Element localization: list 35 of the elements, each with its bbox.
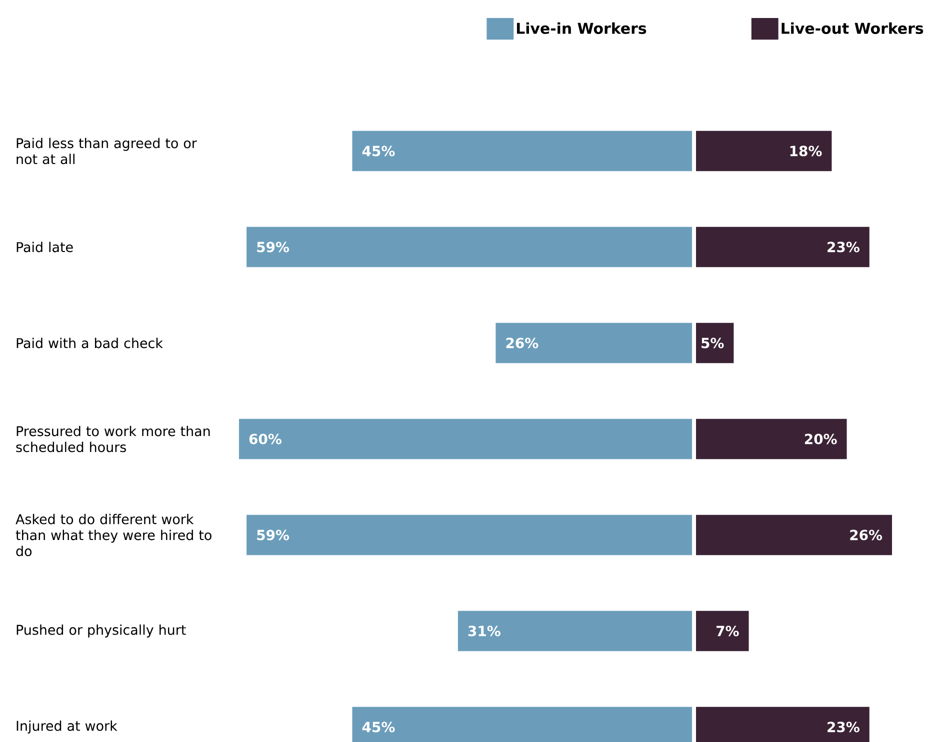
bar [696, 514, 892, 556]
bar [696, 226, 870, 268]
y-tick-label: Paid late [16, 242, 73, 252]
legend-label: Live-out Workers [782, 22, 924, 34]
bar [696, 610, 749, 652]
bar [238, 418, 692, 460]
data-label: 18% [790, 146, 822, 156]
bar [246, 226, 692, 268]
data-label: 26% [850, 530, 882, 540]
bar [696, 130, 832, 172]
bar [696, 418, 847, 460]
y-tick-label: Pushed or physically hurt [16, 624, 186, 638]
data-label: 31% [468, 626, 500, 636]
data-label: 60% [249, 434, 282, 444]
data-label: 45% [362, 146, 395, 156]
data-label: 45% [362, 722, 395, 732]
y-tick-label: Asked to do different work than what they were hired to do [16, 514, 212, 556]
bar [458, 610, 692, 652]
data-label: 23% [828, 242, 860, 252]
bar [696, 322, 734, 364]
data-label: 59% [257, 242, 290, 252]
data-label: 20% [804, 434, 837, 444]
y-tick-label: Pressured to work more than scheduled hours [16, 426, 210, 452]
y-tick-label: Paid less than agreed to or not at all [16, 138, 197, 164]
bar [246, 514, 692, 556]
y-tick-label: Injured at work [16, 720, 118, 734]
bar [352, 130, 692, 172]
data-label: 26% [506, 338, 538, 348]
bar [496, 322, 692, 364]
data-label: 7% [716, 626, 739, 636]
legend-label: Live-in Workers [516, 22, 646, 34]
y-tick-label: Paid with a bad check [16, 338, 163, 348]
data-label: 23% [828, 722, 860, 732]
data-label: 59% [257, 530, 290, 540]
data-label: 5% [702, 338, 724, 348]
